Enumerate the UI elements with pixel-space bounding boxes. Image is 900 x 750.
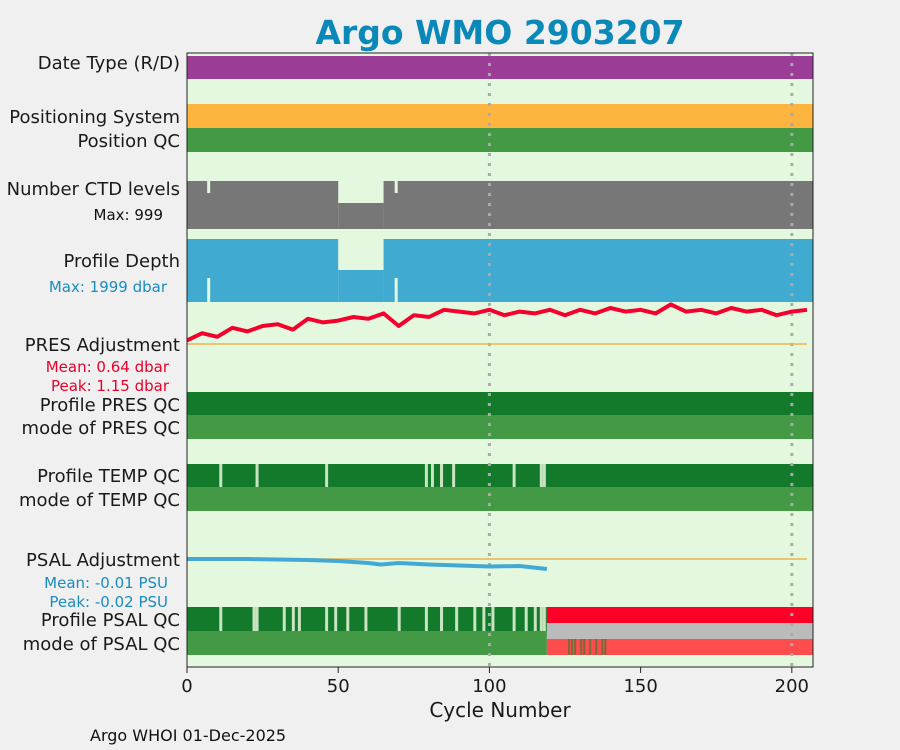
psal-qc-gap (252, 607, 256, 631)
row-labels: Date Type (R/D) Positioning System Posit… (7, 53, 180, 655)
depth-dropout (207, 278, 211, 302)
label-date-type: Date Type (R/D) (38, 53, 180, 74)
temp-qc-gap (512, 464, 516, 487)
x-tick-label: 0 (181, 676, 192, 697)
pres-qc-band (187, 392, 813, 415)
x-axis: 0 50 100 150 200 (181, 667, 809, 697)
label-positioning-system: Positioning System (9, 107, 180, 128)
psal-mode-mixed (601, 639, 604, 655)
temp-qc-gap (219, 464, 223, 487)
position-qc-band (187, 128, 813, 152)
label-psal-peak: Peak: -0.02 PSU (49, 593, 168, 611)
temp-qc-gap (440, 464, 444, 487)
psal-qc-gap (219, 607, 223, 631)
date-type-band (187, 56, 813, 79)
label-mode-pres-qc: mode of PRES QC (22, 418, 180, 439)
x-tick-label: 200 (775, 676, 809, 697)
psal-qc-gap (524, 607, 528, 631)
x-axis-label: Cycle Number (429, 698, 571, 722)
psal-qc-gap (325, 607, 329, 631)
label-pres-adjustment: PRES Adjustment (25, 335, 180, 356)
psal-qc-gap (473, 607, 477, 631)
psal-mode-mixed (574, 639, 577, 655)
label-pres-mean: Mean: 0.64 dbar (46, 358, 170, 376)
psal-qc-gap (512, 607, 516, 631)
temp-qc-gap (452, 464, 456, 487)
temp-mode-band (187, 487, 813, 511)
psal-qc-gap (282, 607, 286, 631)
pres-adjustment-line (186, 302, 808, 343)
temp-qc-gap (424, 464, 428, 487)
temp-qc-gap (539, 464, 543, 487)
psal-qc-gap (397, 607, 401, 631)
temp-qc-gap (255, 464, 259, 487)
psal-mode-band-good (187, 631, 547, 655)
ctd-dropout (207, 181, 211, 193)
label-profile-temp-qc: Profile TEMP QC (37, 466, 180, 487)
psal-qc-gap (364, 607, 368, 631)
x-tick-label: 100 (472, 676, 506, 697)
x-tick-label: 150 (623, 676, 657, 697)
psal-qc-gap (334, 607, 338, 631)
ctd-levels-band-b (383, 181, 813, 229)
profile-depth-band-reduced (338, 270, 384, 302)
psal-mode-mixed (568, 639, 571, 655)
adjustment-lines (186, 302, 808, 571)
label-psal-adjustment: PSAL Adjustment (26, 550, 180, 571)
ctd-dropout (394, 181, 398, 193)
label-mode-temp-qc: mode of TEMP QC (19, 490, 180, 511)
psal-qc-band-gray (546, 623, 813, 639)
profile-depth-band-b (383, 239, 813, 302)
psal-qc-gap (533, 607, 537, 631)
psal-qc-gap (255, 607, 259, 631)
data-bands (187, 56, 813, 655)
label-number-ctd-levels: Number CTD levels (7, 179, 180, 200)
psal-mode-mixed (595, 639, 598, 655)
temp-qc-gap (430, 464, 434, 487)
label-ctd-max: Max: 999 (94, 206, 163, 224)
depth-dropout (394, 278, 398, 302)
psal-qc-gap (424, 607, 428, 631)
psal-qc-gap (491, 607, 495, 631)
label-profile-pres-qc: Profile PRES QC (40, 395, 180, 416)
psal-qc-gap (297, 607, 301, 631)
psal-qc-gap (539, 607, 543, 631)
temp-qc-gap (325, 464, 329, 487)
pres-mode-band (187, 415, 813, 439)
profile-depth-band-a (187, 239, 339, 302)
ctd-levels-band-a (187, 181, 339, 229)
psal-qc-gap (542, 607, 546, 631)
label-pres-peak: Peak: 1.15 dbar (51, 377, 170, 395)
label-profile-depth: Profile Depth (63, 251, 180, 272)
label-depth-max: Max: 1999 dbar (49, 278, 168, 296)
x-tick-label: 50 (327, 676, 350, 697)
psal-mode-mixed (580, 639, 583, 655)
psal-mode-band-bad (546, 639, 813, 655)
temp-qc-band (187, 464, 813, 487)
temp-qc-gap (542, 464, 546, 487)
label-profile-psal-qc: Profile PSAL QC (41, 610, 180, 631)
label-position-qc: Position QC (77, 131, 180, 152)
psal-adjustment-line (187, 557, 548, 571)
label-psal-mean: Mean: -0.01 PSU (44, 574, 168, 592)
ctd-levels-band-reduced (338, 203, 384, 229)
psal-mode-mixed (604, 639, 607, 655)
footer-credit: Argo WHOI 01-Dec-2025 (90, 726, 286, 745)
psal-qc-gap (291, 607, 295, 631)
label-mode-psal-qc: mode of PSAL QC (23, 634, 180, 655)
psal-qc-band-bad (546, 607, 813, 623)
psal-mode-mixed (583, 639, 586, 655)
psal-qc-gap (482, 607, 486, 631)
psal-qc-gap (346, 607, 350, 631)
psal-qc-gap (455, 607, 459, 631)
psal-mode-mixed (589, 639, 592, 655)
psal-qc-gap (440, 607, 444, 631)
positioning-band (187, 104, 813, 128)
plot-frame (186, 52, 814, 668)
psal-mode-mixed (571, 639, 574, 655)
chart-title: Argo WMO 2903207 (315, 13, 684, 52)
